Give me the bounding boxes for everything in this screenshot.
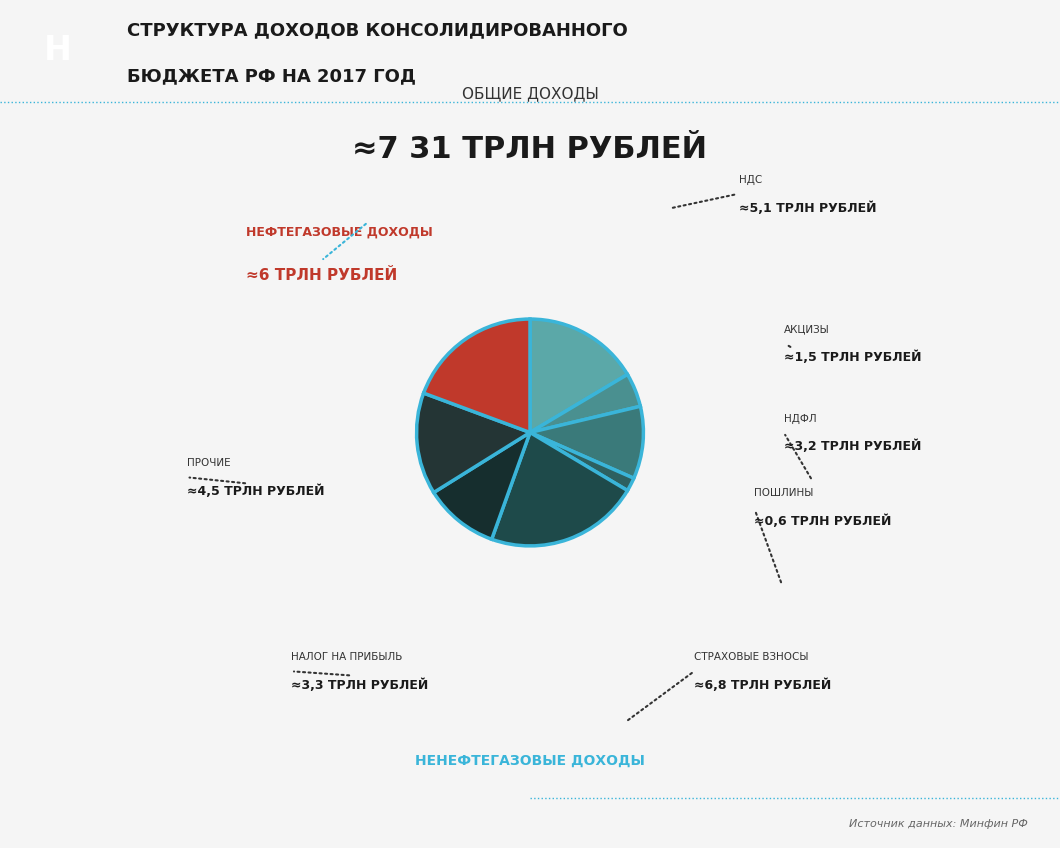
Text: ≈3,2 ТРЛН РУБЛЕЙ: ≈3,2 ТРЛН РУБЛЕЙ [783, 440, 921, 454]
Text: ≈0,6 ТРЛН РУБЛЕЙ: ≈0,6 ТРЛН РУБЛЕЙ [754, 515, 891, 528]
Text: БЮДЖЕТА РФ НА 2017 ГОД: БЮДЖЕТА РФ НА 2017 ГОД [127, 67, 417, 86]
Text: СТРАХОВЫЕ ВЗНОСЫ: СТРАХОВЫЕ ВЗНОСЫ [694, 652, 809, 662]
Text: ≈6 ТРЛН РУБЛЕЙ: ≈6 ТРЛН РУБЛЕЙ [246, 268, 398, 283]
Text: ПРОЧИЕ: ПРОЧИЕ [187, 458, 230, 468]
Text: НДФЛ: НДФЛ [783, 414, 816, 423]
Wedge shape [434, 432, 530, 539]
Text: ≈7 31 ТРЛН РУБЛЕЙ: ≈7 31 ТРЛН РУБЛЕЙ [353, 135, 707, 164]
Text: ≈5,1 ТРЛН РУБЛЕЙ: ≈5,1 ТРЛН РУБЛЕЙ [739, 201, 877, 215]
Wedge shape [530, 432, 634, 490]
Text: НЕНЕФТЕГАЗОВЫЕ ДОХОДЫ: НЕНЕФТЕГАЗОВЫЕ ДОХОДЫ [416, 754, 644, 767]
Text: НЕФТЕГАЗОВЫЕ ДОХОДЫ: НЕФТЕГАЗОВЫЕ ДОХОДЫ [246, 226, 434, 238]
Text: ≈4,5 ТРЛН РУБЛЕЙ: ≈4,5 ТРЛН РУБЛЕЙ [187, 485, 324, 499]
Text: Источник данных: Минфин РФ: Источник данных: Минфин РФ [849, 819, 1028, 829]
Text: ≈6,8 ТРЛН РУБЛЕЙ: ≈6,8 ТРЛН РУБЛЕЙ [694, 678, 831, 692]
Text: ПОШЛИНЫ: ПОШЛИНЫ [754, 488, 813, 498]
Wedge shape [424, 319, 530, 432]
Wedge shape [417, 393, 530, 493]
Wedge shape [530, 406, 643, 478]
Wedge shape [492, 432, 628, 546]
Wedge shape [530, 319, 628, 432]
Text: Н: Н [45, 35, 72, 67]
Wedge shape [530, 375, 640, 432]
Text: ≈3,3 ТРЛН РУБЛЕЙ: ≈3,3 ТРЛН РУБЛЕЙ [292, 678, 428, 692]
Text: АКЦИЗЫ: АКЦИЗЫ [783, 324, 830, 334]
Text: ОБЩИЕ ДОХОДЫ: ОБЩИЕ ДОХОДЫ [461, 86, 599, 101]
Text: НДС: НДС [739, 175, 762, 185]
Text: НАЛОГ НА ПРИБЫЛЬ: НАЛОГ НА ПРИБЫЛЬ [292, 652, 403, 662]
Text: ≈1,5 ТРЛН РУБЛЕЙ: ≈1,5 ТРЛН РУБЛЕЙ [783, 350, 921, 364]
Text: СТРУКТУРА ДОХОДОВ КОНСОЛИДИРОВАННОГО: СТРУКТУРА ДОХОДОВ КОНСОЛИДИРОВАННОГО [127, 21, 628, 40]
